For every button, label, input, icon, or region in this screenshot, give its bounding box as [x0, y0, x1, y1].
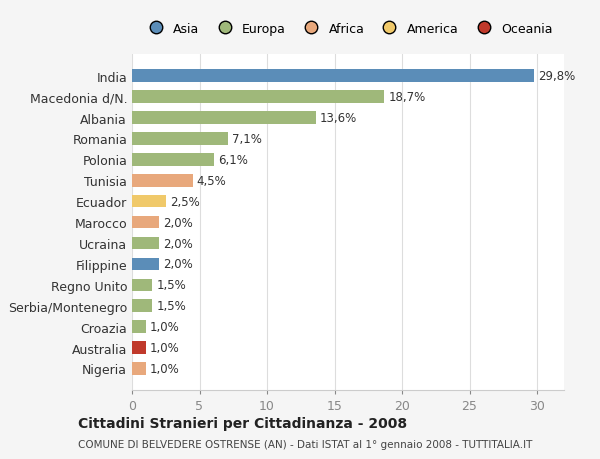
Legend: Asia, Europa, Africa, America, Oceania: Asia, Europa, Africa, America, Oceania	[139, 18, 557, 41]
Text: 13,6%: 13,6%	[320, 112, 357, 125]
Bar	[132, 363, 146, 375]
Bar	[132, 237, 159, 250]
Bar	[132, 112, 316, 124]
Bar	[132, 154, 214, 166]
Bar	[132, 300, 152, 312]
Text: 2,0%: 2,0%	[163, 237, 193, 250]
Text: 1,0%: 1,0%	[149, 320, 179, 333]
Bar	[132, 279, 152, 291]
Text: 4,5%: 4,5%	[197, 174, 227, 187]
Text: 29,8%: 29,8%	[538, 70, 575, 83]
Bar	[132, 216, 159, 229]
Bar	[132, 70, 534, 83]
Text: 7,1%: 7,1%	[232, 133, 262, 146]
Text: 1,5%: 1,5%	[156, 300, 186, 313]
Bar	[132, 196, 166, 208]
Bar	[132, 258, 159, 271]
Text: 6,1%: 6,1%	[218, 154, 248, 167]
Bar	[132, 91, 385, 104]
Text: 2,5%: 2,5%	[170, 195, 200, 208]
Text: COMUNE DI BELVEDERE OSTRENSE (AN) - Dati ISTAT al 1° gennaio 2008 - TUTTITALIA.I: COMUNE DI BELVEDERE OSTRENSE (AN) - Dati…	[78, 440, 532, 449]
Text: 2,0%: 2,0%	[163, 258, 193, 271]
Text: Cittadini Stranieri per Cittadinanza - 2008: Cittadini Stranieri per Cittadinanza - 2…	[78, 416, 407, 430]
Text: 1,5%: 1,5%	[156, 279, 186, 291]
Bar	[132, 174, 193, 187]
Bar	[132, 133, 228, 146]
Text: 2,0%: 2,0%	[163, 216, 193, 229]
Text: 1,0%: 1,0%	[149, 341, 179, 354]
Bar	[132, 321, 146, 333]
Bar	[132, 341, 146, 354]
Text: 18,7%: 18,7%	[389, 91, 426, 104]
Text: 1,0%: 1,0%	[149, 362, 179, 375]
